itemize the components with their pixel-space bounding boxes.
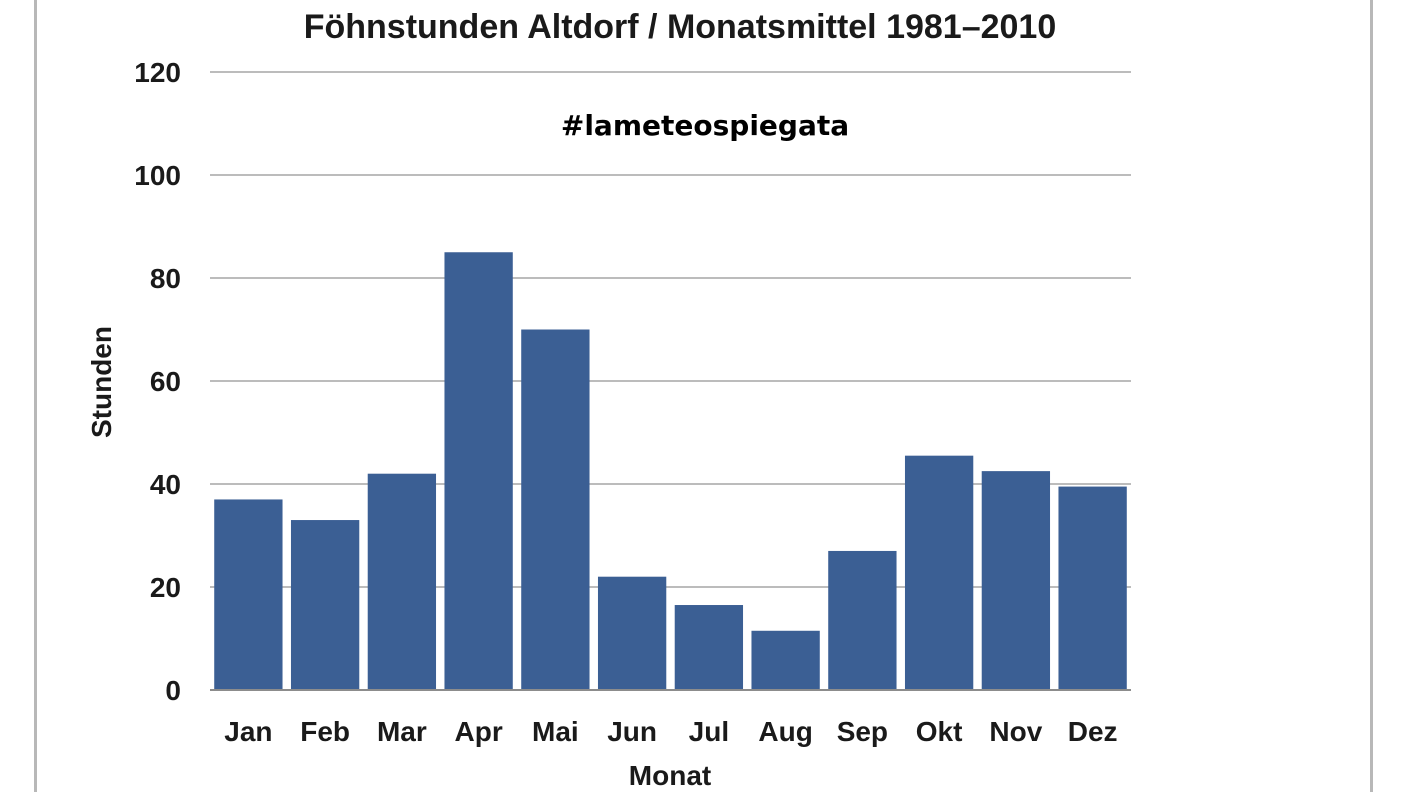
y-tick-label: 60 — [150, 366, 181, 397]
bar-jun — [597, 576, 667, 690]
right-frame-border — [1370, 0, 1373, 792]
x-axis-ticks: Jan Feb Mar Apr Mai Jun Jul Aug Sep Okt Nov Dez — [224, 716, 1117, 747]
y-tick-label: 80 — [150, 263, 181, 294]
x-tick-label: Feb — [300, 716, 350, 747]
bars — [214, 252, 1127, 690]
x-tick-label: Nov — [989, 716, 1042, 747]
bar-nov — [981, 471, 1051, 690]
left-frame-border — [34, 0, 37, 792]
bar-jul — [674, 605, 744, 690]
x-tick-label: Jun — [607, 716, 657, 747]
x-tick-label: Sep — [837, 716, 888, 747]
x-tick-label: Mai — [532, 716, 579, 747]
y-tick-label: 100 — [134, 160, 181, 191]
hashtag-annotation: #lameteospiegata — [561, 109, 849, 142]
x-tick-label: Dez — [1068, 716, 1118, 747]
bar-mar — [367, 473, 437, 690]
bar-aug — [751, 630, 820, 690]
chart-title: Föhnstunden Altdorf / Monatsmittel 1981–… — [304, 8, 1057, 46]
bar-dez — [1058, 486, 1127, 690]
x-tick-label: Okt — [916, 716, 963, 747]
y-tick-label: 0 — [165, 675, 181, 706]
x-tick-label: Jul — [689, 716, 729, 747]
x-tick-label: Aug — [758, 716, 812, 747]
y-tick-label: 120 — [134, 57, 181, 88]
bar-jan — [214, 499, 283, 690]
y-tick-label: 20 — [150, 572, 181, 603]
bar-sep — [828, 550, 897, 690]
x-tick-label: Apr — [455, 716, 503, 747]
bar-feb — [290, 520, 360, 690]
bar-mai — [521, 329, 590, 690]
bar-okt — [904, 455, 974, 690]
y-axis-ticks: 0 20 40 60 80 100 120 — [134, 57, 181, 706]
y-tick-label: 40 — [150, 469, 181, 500]
x-axis-label: Monat — [629, 760, 711, 791]
x-tick-label: Mar — [377, 716, 427, 747]
gridlines — [210, 71, 1131, 588]
y-axis-label: Stunden — [86, 326, 117, 438]
bar-apr — [444, 252, 513, 690]
x-tick-label: Jan — [224, 716, 272, 747]
